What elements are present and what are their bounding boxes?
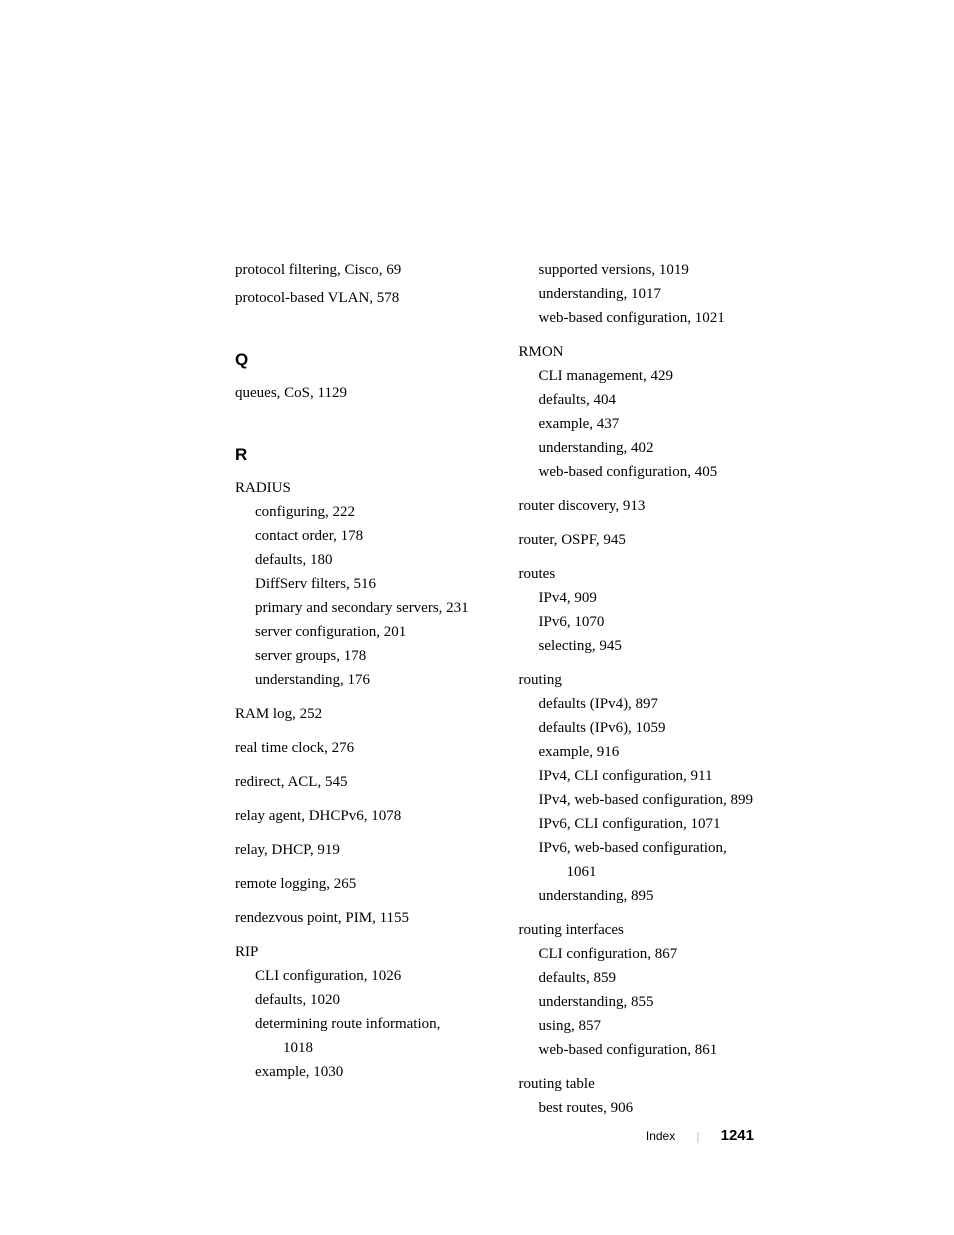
index-term: routing interfaces <box>519 918 755 942</box>
index-entry: real time clock, 276 <box>235 736 471 760</box>
index-sub: web-based configuration, 861 <box>519 1038 755 1062</box>
index-line: router discovery, 913 <box>519 494 755 518</box>
index-sub: CLI configuration, 1026 <box>235 964 471 988</box>
index-entry: RAM log, 252 <box>235 702 471 726</box>
index-sub: example, 1030 <box>235 1060 471 1084</box>
index-term: routing <box>519 668 755 692</box>
index-sub: example, 916 <box>519 740 755 764</box>
index-entry-rmon: RMON CLI management, 429 defaults, 404 e… <box>519 340 755 484</box>
index-line: relay, DHCP, 919 <box>235 838 471 862</box>
index-entry: protocol-based VLAN, 578 <box>235 286 471 310</box>
index-line: rendezvous point, PIM, 1155 <box>235 906 471 930</box>
index-sub: selecting, 945 <box>519 634 755 658</box>
page-number: 1241 <box>721 1127 754 1144</box>
index-sub: defaults (IPv6), 1059 <box>519 716 755 740</box>
index-sub: defaults, 1020 <box>235 988 471 1012</box>
index-sub: IPv4, web-based configuration, 899 <box>519 788 755 812</box>
index-entry: router, OSPF, 945 <box>519 528 755 552</box>
index-sub: IPv4, 909 <box>519 586 755 610</box>
index-term: RIP <box>235 940 471 964</box>
index-entry: protocol filtering, Cisco, 69 <box>235 258 471 282</box>
index-entry-radius: RADIUS configuring, 222 contact order, 1… <box>235 476 471 692</box>
index-sub: understanding, 402 <box>519 436 755 460</box>
right-column: supported versions, 1019 understanding, … <box>519 258 755 1130</box>
index-sub: server groups, 178 <box>235 644 471 668</box>
index-line: redirect, ACL, 545 <box>235 770 471 794</box>
index-sub: understanding, 855 <box>519 990 755 1014</box>
index-sub: web-based configuration, 405 <box>519 460 755 484</box>
index-sub: determining route information, 1018 <box>235 1012 471 1060</box>
index-sub: IPv4, CLI configuration, 911 <box>519 764 755 788</box>
index-term: RADIUS <box>235 476 471 500</box>
index-entry: relay agent, DHCPv6, 1078 <box>235 804 471 828</box>
index-term: routing table <box>519 1072 755 1096</box>
index-line: remote logging, 265 <box>235 872 471 896</box>
index-sub: web-based configuration, 1021 <box>519 306 755 330</box>
index-entry-routing: routing defaults (IPv4), 897 defaults (I… <box>519 668 755 908</box>
index-entry: router discovery, 913 <box>519 494 755 518</box>
index-line: queues, CoS, 1129 <box>235 381 471 405</box>
index-line: router, OSPF, 945 <box>519 528 755 552</box>
index-sub: understanding, 895 <box>519 884 755 908</box>
footer-separator: | <box>697 1129 699 1143</box>
section-letter-r: R <box>235 441 471 468</box>
index-term: RMON <box>519 340 755 364</box>
index-line: relay agent, DHCPv6, 1078 <box>235 804 471 828</box>
index-sub: DiffServ filters, 516 <box>235 572 471 596</box>
index-entry-routing-interfaces: routing interfaces CLI configuration, 86… <box>519 918 755 1062</box>
index-entry: remote logging, 265 <box>235 872 471 896</box>
index-sub: IPv6, 1070 <box>519 610 755 634</box>
index-sub: configuring, 222 <box>235 500 471 524</box>
index-entry: redirect, ACL, 545 <box>235 770 471 794</box>
index-sub: server configuration, 201 <box>235 620 471 644</box>
index-entry: relay, DHCP, 919 <box>235 838 471 862</box>
index-sub: IPv6, CLI configuration, 1071 <box>519 812 755 836</box>
index-sub: contact order, 178 <box>235 524 471 548</box>
index-sub: IPv6, web-based configuration, 1061 <box>519 836 755 884</box>
index-entry: queues, CoS, 1129 <box>235 381 471 405</box>
index-page: protocol filtering, Cisco, 69 protocol-b… <box>0 0 954 1130</box>
index-entry-routes: routes IPv4, 909 IPv6, 1070 selecting, 9… <box>519 562 755 658</box>
index-entry-routing-table: routing table best routes, 906 <box>519 1072 755 1120</box>
index-sub: defaults (IPv4), 897 <box>519 692 755 716</box>
left-column: protocol filtering, Cisco, 69 protocol-b… <box>235 258 471 1130</box>
index-sub: defaults, 404 <box>519 388 755 412</box>
index-sub: best routes, 906 <box>519 1096 755 1120</box>
index-sub: defaults, 859 <box>519 966 755 990</box>
page-footer: Index | 1241 <box>646 1127 754 1145</box>
index-entry-rip: RIP CLI configuration, 1026 defaults, 10… <box>235 940 471 1084</box>
index-sub: using, 857 <box>519 1014 755 1038</box>
index-sub: CLI configuration, 867 <box>519 942 755 966</box>
index-sub: understanding, 176 <box>235 668 471 692</box>
index-line: RAM log, 252 <box>235 702 471 726</box>
index-sub: CLI management, 429 <box>519 364 755 388</box>
index-line: real time clock, 276 <box>235 736 471 760</box>
index-sub: defaults, 180 <box>235 548 471 572</box>
index-entry: rendezvous point, PIM, 1155 <box>235 906 471 930</box>
footer-label: Index <box>646 1129 675 1143</box>
index-sub: understanding, 1017 <box>519 282 755 306</box>
index-sub: primary and secondary servers, 231 <box>235 596 471 620</box>
index-entry-continuation: supported versions, 1019 understanding, … <box>519 258 755 330</box>
index-sub: supported versions, 1019 <box>519 258 755 282</box>
section-letter-q: Q <box>235 346 471 373</box>
index-sub: example, 437 <box>519 412 755 436</box>
index-term: routes <box>519 562 755 586</box>
